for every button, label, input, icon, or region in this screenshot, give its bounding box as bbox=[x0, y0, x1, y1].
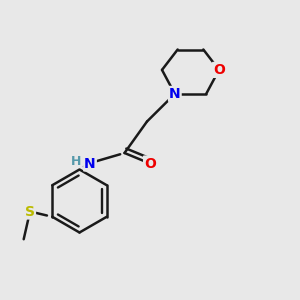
Text: S: S bbox=[25, 205, 35, 218]
Text: H: H bbox=[71, 154, 81, 168]
Text: N: N bbox=[84, 157, 96, 170]
Text: N: N bbox=[169, 87, 181, 101]
Text: O: O bbox=[213, 63, 225, 77]
Text: O: O bbox=[144, 157, 156, 170]
